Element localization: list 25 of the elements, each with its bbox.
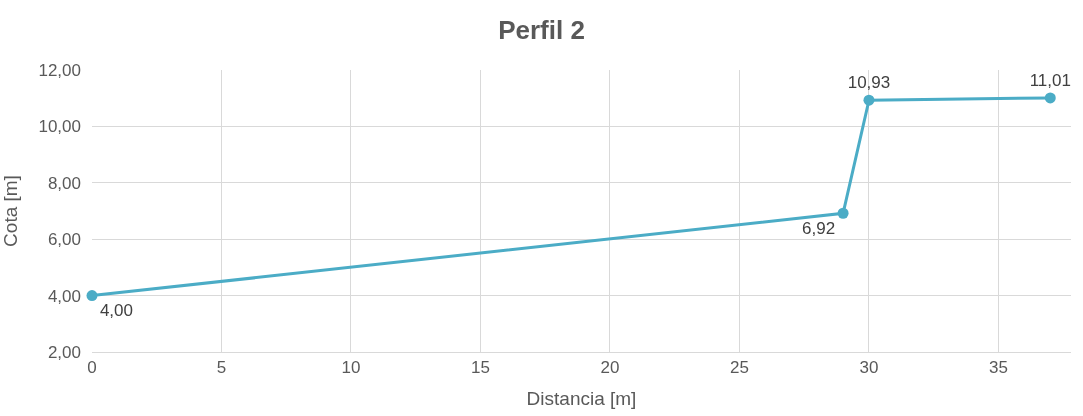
x-tick-label: 30	[859, 358, 879, 378]
point	[837, 207, 849, 219]
x-tick-label: 25	[730, 358, 749, 378]
data-label: 11,01	[1029, 70, 1071, 90]
x-axis-title: Distancia [m]	[526, 388, 637, 410]
data-label: 6,92	[802, 218, 836, 238]
point	[1044, 92, 1056, 104]
x-tick-label: 20	[600, 358, 620, 378]
y-tick-label: 6,00	[47, 230, 81, 250]
x-tick-label: 5	[216, 358, 227, 378]
x-tick-label: 0	[87, 358, 97, 378]
y-axis-title: Cota [m]	[0, 175, 22, 247]
chart-title: Perfil 2	[498, 15, 585, 45]
x-tick-label: 35	[989, 358, 1008, 378]
data-label: 10,93	[847, 73, 891, 93]
point	[863, 94, 875, 106]
y-tick-label: 8,00	[47, 173, 81, 193]
data-label: 4,00	[99, 301, 133, 321]
x-tick-label: 15	[471, 358, 490, 378]
y-tick-label: 12,00	[38, 60, 81, 80]
y-tick-label: 10,00	[38, 117, 81, 137]
x-tick-label: 10	[341, 358, 361, 378]
point	[86, 290, 98, 302]
y-tick-label: 4,00	[47, 286, 81, 306]
y-tick-label: 2,00	[47, 342, 81, 362]
